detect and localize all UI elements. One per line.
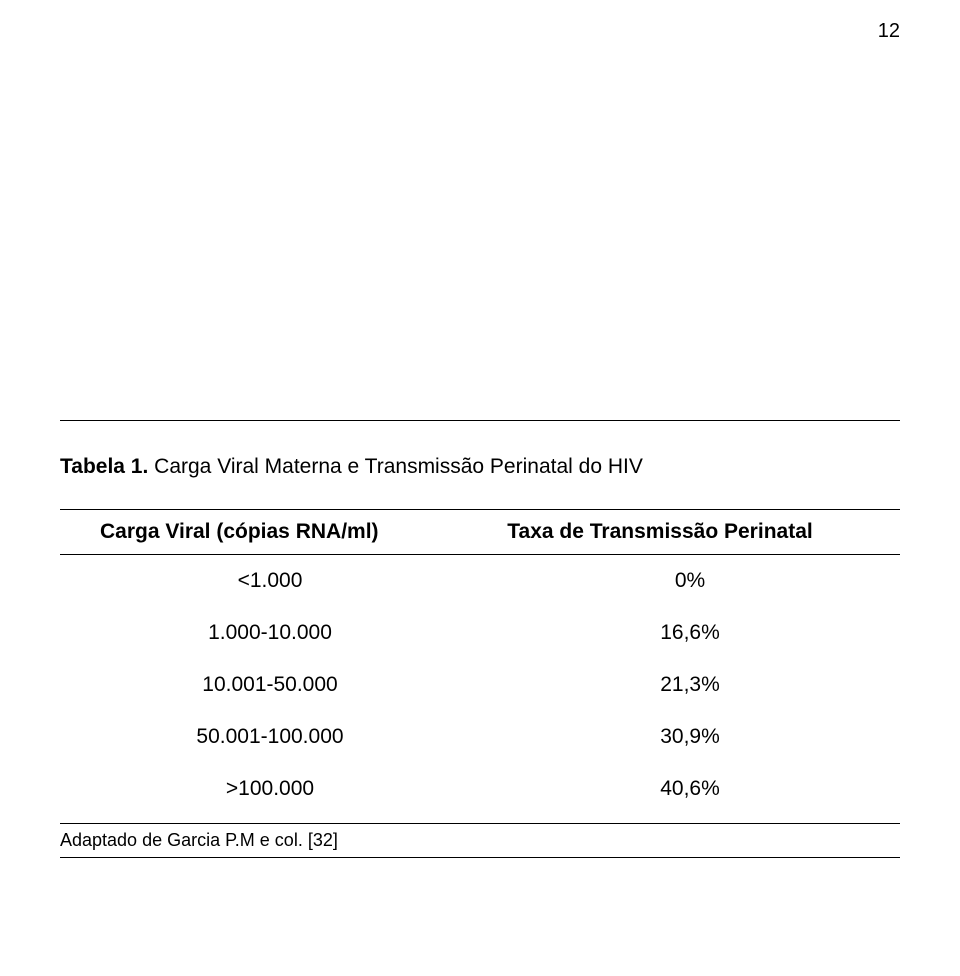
cell-col2: 30,9% <box>480 711 900 763</box>
table-row: >100.000 40,6% <box>60 763 900 815</box>
cell-col2: 21,3% <box>480 659 900 711</box>
cell-col2: 0% <box>480 555 900 608</box>
table-title: Tabela 1. Carga Viral Materna e Transmis… <box>60 455 900 479</box>
top-rule <box>60 420 900 421</box>
cell-col1: <1.000 <box>60 555 480 608</box>
cell-col1: 50.001-100.000 <box>60 711 480 763</box>
cell-col2: 16,6% <box>480 607 900 659</box>
bottom-rule <box>60 823 900 824</box>
table-row: 10.001-50.000 21,3% <box>60 659 900 711</box>
cell-col2: 40,6% <box>480 763 900 815</box>
table-row: 50.001-100.000 30,9% <box>60 711 900 763</box>
table-title-bold: Tabela 1. <box>60 455 148 478</box>
content-area: Tabela 1. Carga Viral Materna e Transmis… <box>60 420 900 858</box>
cell-col1: 1.000-10.000 <box>60 607 480 659</box>
header-col1: Carga Viral (cópias RNA/ml) <box>60 510 480 555</box>
table-header-row: Carga Viral (cópias RNA/ml) Taxa de Tran… <box>60 510 900 555</box>
cell-col1: 10.001-50.000 <box>60 659 480 711</box>
table-caption: Adaptado de Garcia P.M e col. [32] <box>60 830 900 858</box>
cell-col1: >100.000 <box>60 763 480 815</box>
table-title-rest: Carga Viral Materna e Transmissão Perina… <box>148 455 643 478</box>
data-table: Carga Viral (cópias RNA/ml) Taxa de Tran… <box>60 509 900 815</box>
table-row: <1.000 0% <box>60 555 900 608</box>
page-number: 12 <box>878 20 900 43</box>
header-col2: Taxa de Transmissão Perinatal <box>480 510 900 555</box>
table-row: 1.000-10.000 16,6% <box>60 607 900 659</box>
